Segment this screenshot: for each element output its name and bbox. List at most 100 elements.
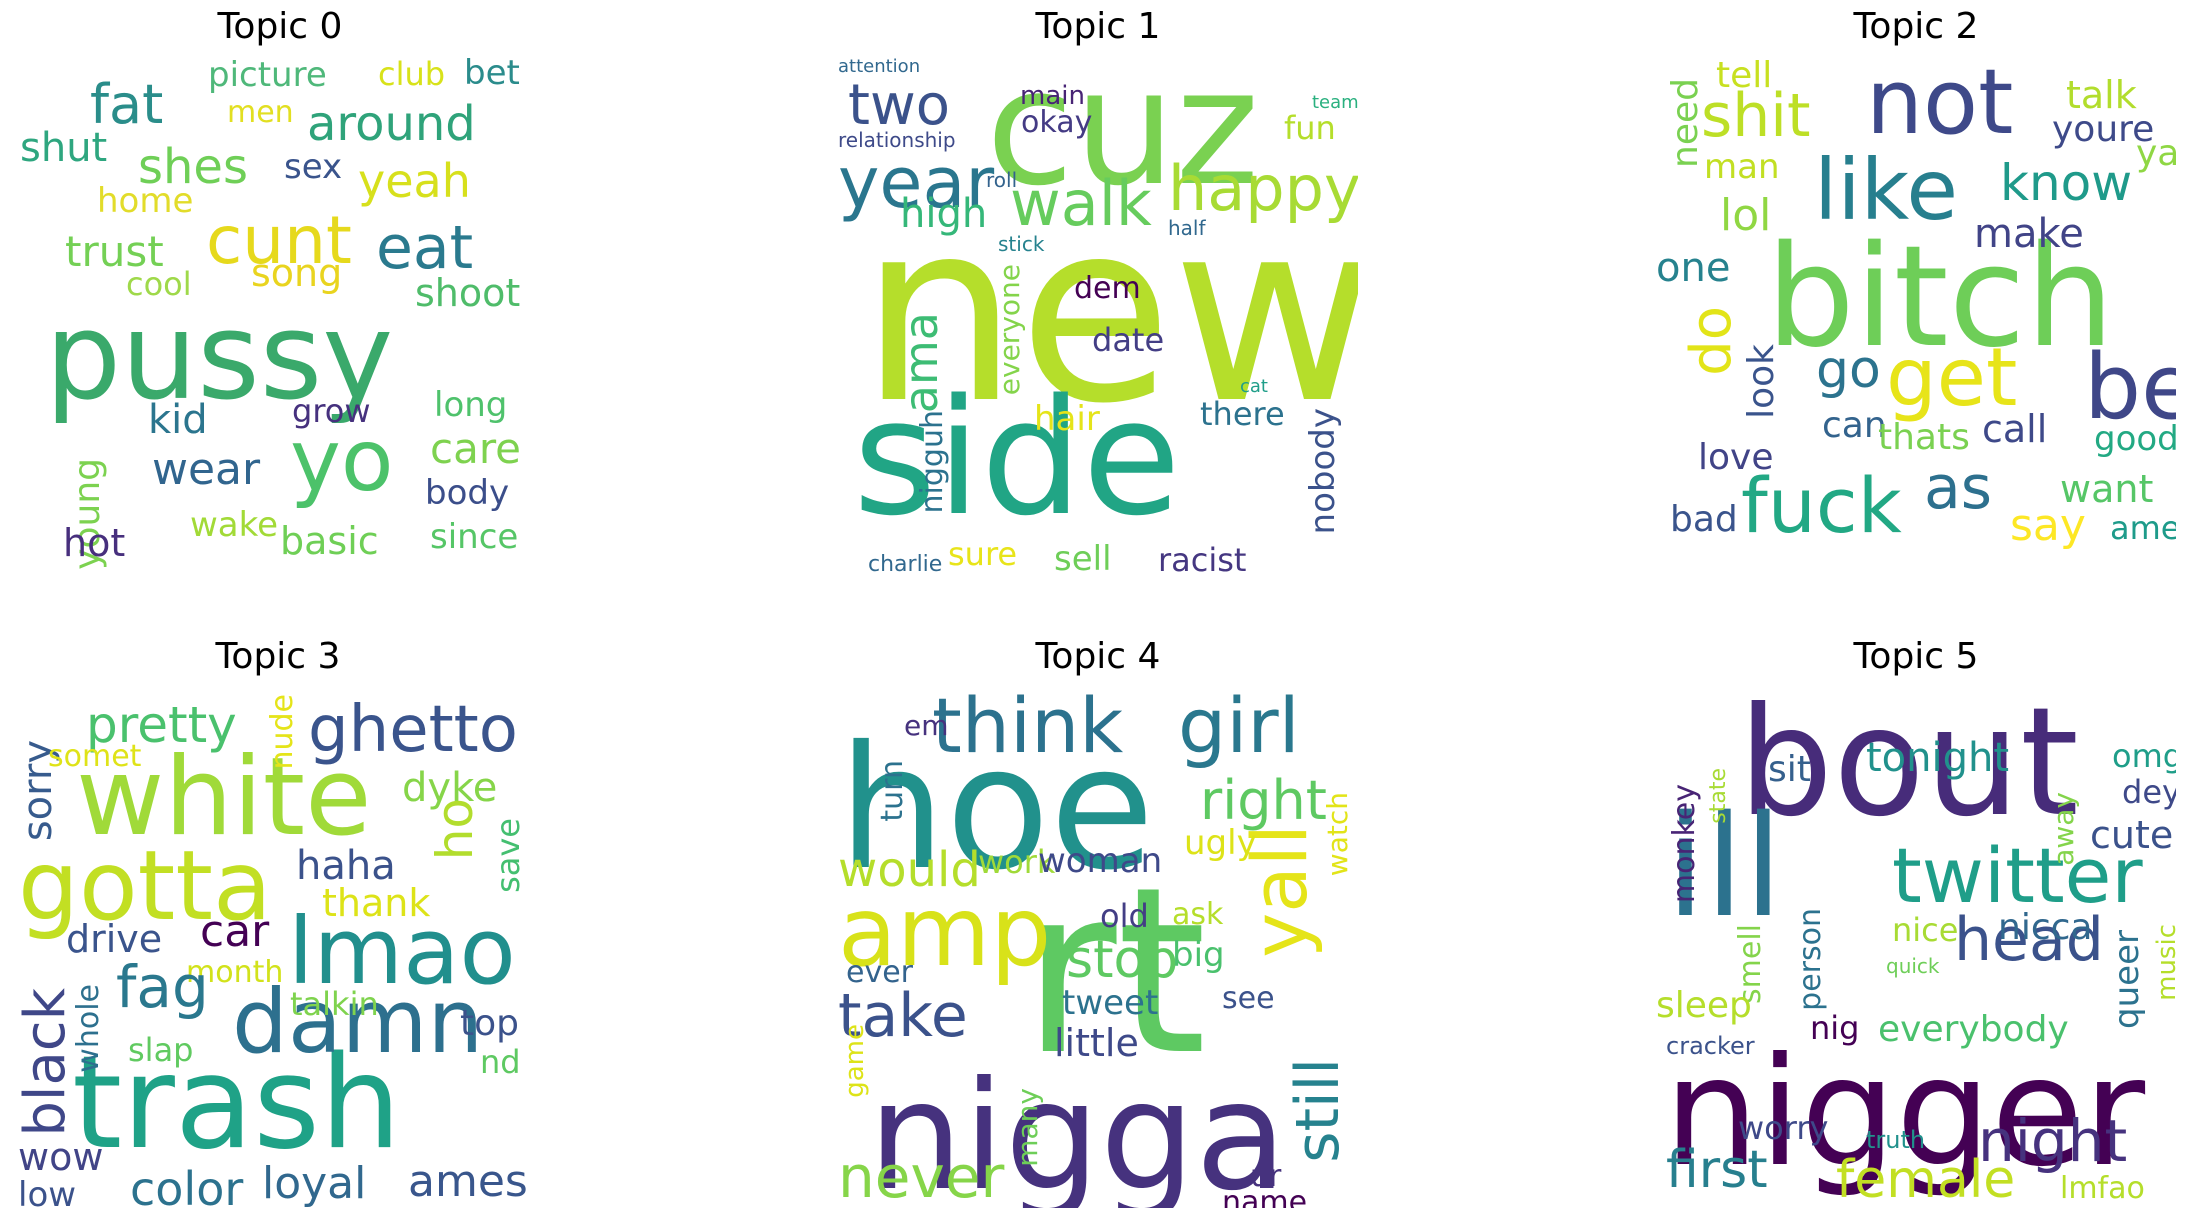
panel-title: Topic 4 — [1035, 636, 1161, 677]
cloud-word: save — [489, 818, 527, 893]
cloud-word: fun — [1284, 109, 1336, 147]
cloud-word: lol — [1720, 190, 1772, 241]
cloud-word: queer — [2107, 930, 2147, 1029]
cloud-word: two — [848, 73, 951, 138]
cloud-word: bad — [1670, 499, 1738, 540]
cloud-word: sleep — [1656, 985, 1752, 1026]
cloud-word: racist — [1158, 541, 1247, 578]
cloud-word: talkin — [290, 985, 379, 1023]
cloud-word: team — [1312, 92, 1358, 113]
cloud-word: ya — [2136, 133, 2176, 174]
cloud-word: month — [186, 955, 284, 990]
cloud-word: ghetto — [308, 693, 518, 767]
cloud-word: stop — [1066, 930, 1179, 990]
cloud-word: body — [425, 473, 510, 513]
cloud-word: sit — [1768, 749, 1811, 790]
cloud-word: color — [130, 1162, 244, 1208]
cloud-word: bitch — [1766, 216, 2115, 379]
cloud-word: okay — [1021, 105, 1093, 140]
wordcloud-panel-topic-1: Topic 1 new cuz side walk happy year two… — [838, 0, 1358, 576]
cloud-word: charlie — [868, 552, 943, 577]
word-cloud: white gotta lmao trash damn ghetto prett… — [18, 688, 538, 1208]
cloud-word: care — [430, 424, 522, 473]
cloud-word: state — [1706, 768, 1731, 824]
cloud-word: haha — [296, 843, 396, 889]
cloud-word: music — [2152, 924, 2176, 1001]
cloud-word: watch — [1321, 792, 1354, 877]
cloud-word: eat — [376, 213, 474, 283]
cloud-word: game — [840, 1024, 870, 1098]
cloud-word: tonight — [1866, 735, 2010, 781]
cloud-word: cracker — [1666, 1032, 1755, 1060]
cloud-word: side — [853, 364, 1181, 551]
cloud-word: lmao — [288, 898, 516, 1005]
cloud-word: ur — [1250, 1159, 1282, 1194]
cloud-word: roll — [986, 168, 1018, 192]
cloud-word: basic — [280, 519, 379, 563]
cloud-word: know — [2000, 154, 2133, 212]
cloud-word: gotta — [18, 830, 272, 942]
cloud-word: nigger — [1664, 1026, 2146, 1200]
cloud-word: old — [1100, 897, 1149, 935]
cloud-word: yeah — [358, 154, 471, 208]
cloud-word: tell — [1716, 58, 1773, 96]
cloud-word: big — [1172, 935, 1225, 975]
cloud-word: top — [460, 1003, 519, 1044]
cloud-word: omg — [2112, 737, 2176, 775]
cloud-word: trash — [72, 1029, 402, 1178]
cloud-word: can — [1822, 405, 1887, 446]
cloud-word: cute — [2090, 813, 2174, 857]
cloud-word: men — [227, 95, 294, 130]
cloud-word: amp — [838, 876, 1052, 988]
cloud-word: shoot — [415, 271, 521, 315]
cloud-word: bout — [1738, 688, 2079, 850]
cloud-word: new — [860, 167, 1358, 458]
word-cloud: bitch not like shit be get fuck as know … — [1656, 58, 2176, 578]
cloud-word: em — [904, 709, 949, 742]
cloud-word: right — [1200, 769, 1327, 832]
cloud-word: long — [434, 385, 508, 425]
cloud-word: need — [1665, 78, 1706, 168]
cloud-word: nicca — [1998, 907, 2093, 948]
cloud-word: white — [76, 735, 372, 860]
cloud-word: happy — [1168, 152, 1358, 225]
cloud-word: dey — [2122, 773, 2176, 811]
cloud-word: fag — [116, 953, 209, 1021]
panel-title: Topic 2 — [1853, 6, 1979, 47]
cloud-word: yo — [290, 411, 394, 511]
wordcloud-panel-topic-3: Topic 3 white gotta lmao trash damn ghet… — [18, 630, 538, 1208]
cloud-word: hoe — [838, 710, 1155, 908]
cloud-word: first — [1666, 1140, 1768, 1200]
cloud-word: pretty — [86, 696, 237, 754]
cloud-word: ask — [1172, 897, 1224, 932]
panel-title: Topic 0 — [217, 6, 343, 47]
cloud-word: rt — [1022, 839, 1207, 1106]
cloud-word: around — [307, 96, 476, 152]
cloud-word: black — [18, 988, 78, 1137]
cloud-word: person — [1793, 908, 1828, 1011]
cloud-word: car — [200, 906, 270, 957]
cloud-word: ames — [408, 1156, 528, 1207]
cloud-word: nice — [1892, 911, 1959, 949]
cloud-word: like — [1814, 141, 1959, 239]
cloud-word: ame — [2110, 509, 2176, 547]
cloud-word: as — [1924, 453, 1993, 523]
cloud-word: look — [1741, 344, 1782, 419]
cloud-word: do — [1679, 306, 1744, 376]
cloud-word: everyone — [993, 264, 1026, 396]
cloud-word: main — [1020, 81, 1085, 111]
cloud-word: there — [1200, 395, 1285, 433]
cloud-word: make — [1974, 211, 2084, 257]
cloud-word: cuz — [986, 58, 1260, 221]
cloud-word: never — [838, 1143, 1005, 1208]
word-cloud: pussy yo cunt eat fat around shes yeah t… — [20, 58, 540, 578]
cloud-word: thank — [322, 881, 431, 925]
cloud-word: club — [378, 58, 446, 93]
cloud-word: nobody — [1303, 408, 1343, 535]
cloud-word: ugly — [1184, 823, 1257, 863]
cloud-word: tweet — [1062, 983, 1159, 1023]
cloud-word: whole — [71, 984, 106, 1073]
wordcloud-panel-topic-0: Topic 0 pussy yo cunt eat fat around she… — [20, 0, 540, 570]
cloud-word: trust — [65, 227, 164, 276]
cloud-word: year — [838, 142, 995, 224]
